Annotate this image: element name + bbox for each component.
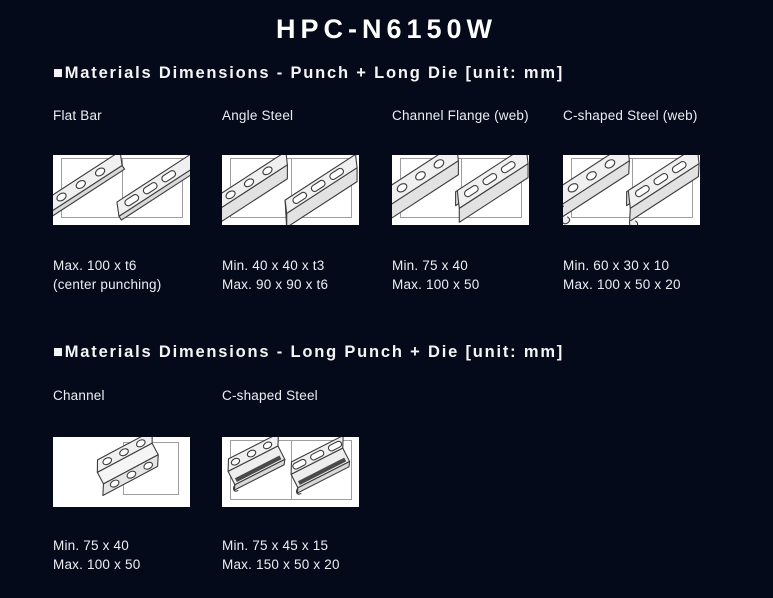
c-shaped-steel-image [222,437,359,507]
dims-line: Min. 40 x 40 x t3 [222,258,325,273]
dims-line: (center punching) [53,276,162,292]
dims-line: Max. 100 x t6 [53,258,137,273]
dims-c-shaped-web: Min. 60 x 30 x 10 Max. 100 x 50 x 20 [563,257,681,294]
channel-flange-image [392,155,529,225]
dims-line: Max. 100 x 50 [392,276,480,292]
dims-angle-steel: Min. 40 x 40 x t3 Max. 90 x 90 x t6 [222,257,328,294]
c-shaped-steel-web-image [563,155,700,225]
dims-line: Min. 75 x 45 x 15 [222,538,329,553]
item-label-angle-steel: Angle Steel [222,108,294,123]
dims-line: Max. 100 x 50 x 20 [563,276,681,292]
flat-bar-image [53,155,190,225]
item-label-c-shaped-steel: C-shaped Steel [222,388,318,403]
dims-line: Max. 100 x 50 [53,556,141,572]
section-heading-long-punch-die: ■Materials Dimensions - Long Punch + Die… [53,343,565,361]
channel-image [53,437,190,507]
dims-line: Max. 90 x 90 x t6 [222,276,329,292]
dims-channel: Min. 75 x 40 Max. 100 x 50 [53,537,140,574]
dims-c-shaped-steel: Min. 75 x 45 x 15 Max. 150 x 50 x 20 [222,537,340,574]
dims-line: Max. 150 x 50 x 20 [222,556,340,572]
dims-line: Min. 60 x 30 x 10 [563,258,670,273]
item-label-c-shaped-web: C-shaped Steel (web) [563,108,698,123]
dims-channel-flange: Min. 75 x 40 Max. 100 x 50 [392,257,479,294]
item-label-channel-flange: Channel Flange (web) [392,108,529,123]
angle-steel-image [222,155,359,225]
item-label-channel: Channel [53,388,105,403]
section-heading-punch-long-die: ■Materials Dimensions - Punch + Long Die… [53,64,565,82]
dims-flat-bar: Max. 100 x t6 (center punching) [53,257,161,294]
dims-line: Min. 75 x 40 [53,538,129,553]
item-label-flat-bar: Flat Bar [53,108,102,123]
page-title: HPC-N6150W [275,14,498,44]
dims-line: Min. 75 x 40 [392,258,468,273]
